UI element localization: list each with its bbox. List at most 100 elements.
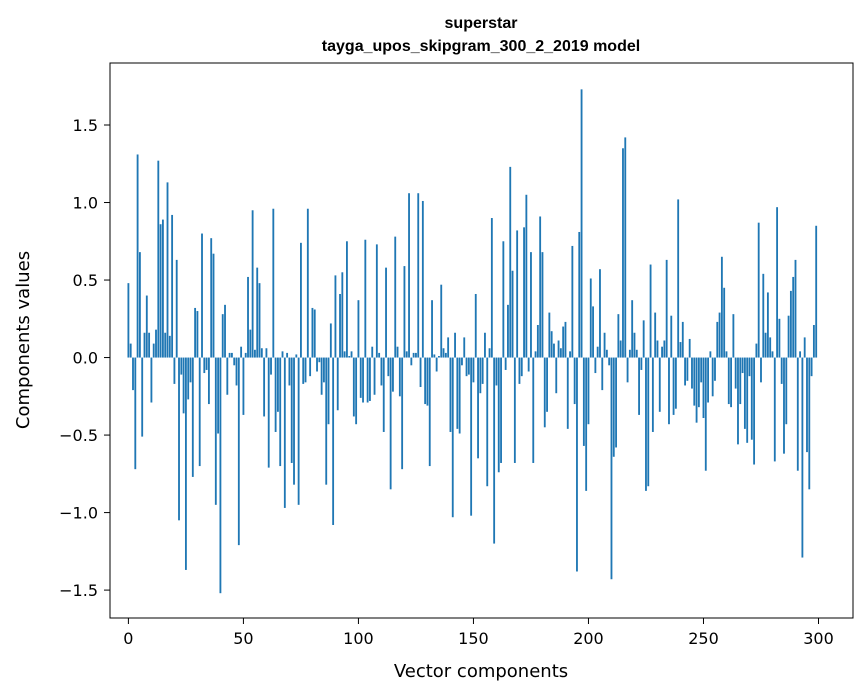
bar-141 — [451, 357, 454, 518]
bar-259 — [723, 287, 726, 358]
bar-82 — [316, 357, 318, 372]
bar-17 — [166, 182, 169, 358]
bar-183 — [548, 312, 551, 358]
bar-117 — [396, 346, 399, 358]
bar-142 — [454, 332, 456, 358]
bar-289 — [792, 276, 795, 358]
bar-91 — [336, 357, 339, 411]
bar-250 — [702, 357, 705, 419]
bar-218 — [628, 349, 631, 358]
bar-81 — [313, 309, 316, 358]
bar-272 — [753, 357, 756, 465]
bar-214 — [619, 340, 622, 358]
bar-203 — [594, 357, 597, 374]
bar-44 — [228, 352, 231, 358]
bar-181 — [543, 357, 546, 428]
bar-208 — [605, 349, 608, 358]
bar-88 — [329, 323, 332, 358]
bar-9 — [148, 332, 151, 358]
bar-264 — [734, 357, 737, 389]
bar-31 — [198, 357, 201, 467]
bar-226 — [647, 357, 650, 487]
bar-66 — [279, 357, 282, 467]
bar-24 — [182, 357, 185, 414]
bar-64 — [274, 357, 277, 432]
bar-159 — [493, 357, 496, 544]
bar-284 — [780, 357, 783, 384]
bar-217 — [626, 357, 629, 383]
bar-128 — [421, 200, 424, 358]
bar-36 — [210, 238, 213, 358]
bar-37 — [212, 253, 215, 358]
bar-280 — [771, 351, 774, 358]
bar-212 — [615, 357, 617, 448]
bar-296 — [808, 357, 811, 490]
bar-108 — [375, 244, 378, 358]
bar-268 — [743, 357, 746, 429]
y-tick-label: −0.5 — [59, 426, 98, 445]
bar-219 — [631, 300, 634, 358]
bar-43 — [226, 357, 229, 395]
bar-14 — [159, 224, 162, 358]
bar-115 — [392, 357, 394, 392]
bar-177 — [534, 351, 537, 358]
bar-197 — [580, 89, 583, 358]
chart-title-line1: superstar — [445, 15, 518, 32]
bar-5 — [138, 252, 141, 358]
bar-11 — [152, 343, 155, 358]
bar-249 — [700, 357, 703, 383]
bar-273 — [755, 343, 758, 358]
bar-153 — [479, 357, 482, 394]
bar-110 — [380, 357, 383, 386]
bar-155 — [484, 332, 486, 358]
bar-156 — [486, 357, 489, 487]
bar-42 — [224, 304, 226, 358]
bar-245 — [691, 357, 693, 389]
bar-168 — [513, 357, 516, 463]
bar-193 — [571, 245, 574, 358]
bar-190 — [564, 321, 567, 358]
bar-95 — [346, 241, 348, 358]
bar-244 — [688, 338, 691, 358]
bar-173 — [525, 194, 528, 358]
bar-62 — [270, 357, 272, 375]
bar-186 — [555, 357, 558, 394]
bar-80 — [311, 307, 314, 358]
bar-252 — [707, 357, 709, 403]
bar-99 — [355, 357, 358, 425]
x-axis-label: Vector components — [394, 661, 568, 682]
bar-222 — [638, 357, 640, 415]
bar-228 — [651, 357, 654, 432]
bar-20 — [173, 357, 176, 384]
bar-50 — [242, 357, 245, 415]
bar-28 — [191, 357, 194, 477]
bar-22 — [178, 357, 180, 521]
bar-57 — [258, 283, 261, 358]
bar-162 — [500, 357, 502, 463]
bar-109 — [378, 352, 381, 358]
bar-266 — [739, 357, 742, 405]
bar-175 — [530, 252, 532, 358]
bar-170 — [518, 357, 521, 384]
x-axis-ticks: 0 50 100 150 200 250 300 — [123, 618, 834, 648]
bar-263 — [732, 314, 735, 358]
bar-281 — [773, 357, 776, 462]
bar-293 — [801, 357, 804, 558]
bar-180 — [541, 252, 544, 358]
bar-135 — [438, 356, 440, 358]
bar-182 — [546, 357, 548, 412]
bar-2 — [132, 357, 134, 391]
bar-120 — [403, 266, 406, 358]
bars-group — [127, 89, 818, 594]
bar-122 — [408, 193, 410, 358]
bar-47 — [235, 357, 238, 386]
bar-262 — [730, 357, 732, 408]
bar-179 — [539, 216, 542, 358]
bar-118 — [398, 357, 401, 397]
bar-146 — [463, 337, 466, 358]
bar-75 — [300, 242, 302, 358]
bar-291 — [796, 357, 799, 471]
bar-7 — [143, 332, 146, 358]
bar-274 — [757, 222, 760, 358]
bar-79 — [309, 357, 312, 377]
